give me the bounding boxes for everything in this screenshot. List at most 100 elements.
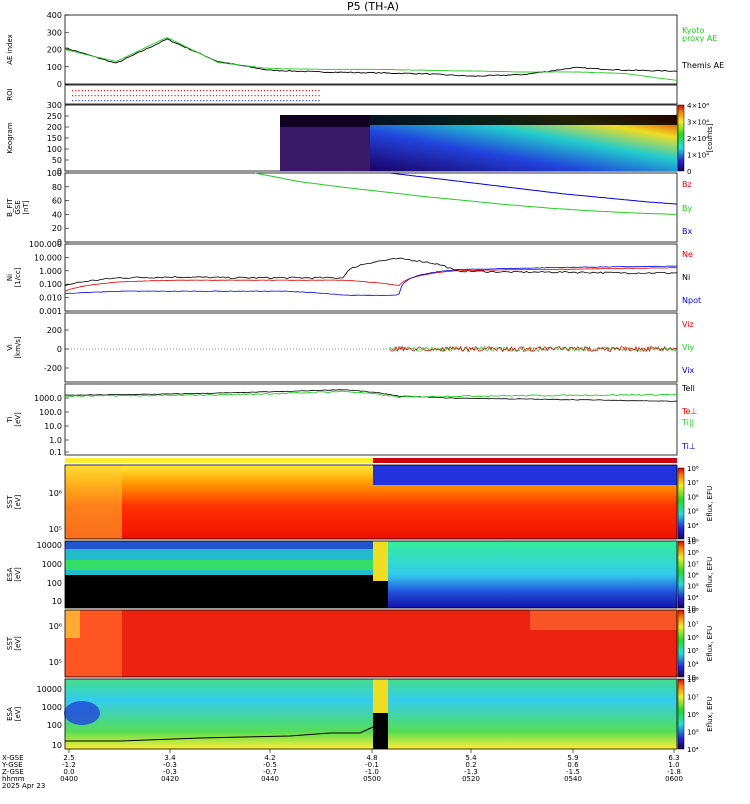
- roi-dot: [245, 90, 246, 91]
- themis-ae-line: [65, 39, 677, 76]
- colorbar-tick-label: 10⁸: [687, 465, 699, 473]
- velocity-tick-label: -200: [44, 364, 62, 373]
- roi-dot: [251, 90, 252, 91]
- ae-panel-frame: [65, 15, 677, 84]
- roi-dot: [280, 90, 281, 91]
- keogram-tick-label: 250: [47, 112, 62, 121]
- roi-dot: [88, 95, 89, 96]
- roi-dot: [149, 100, 150, 101]
- colorbar: [678, 541, 684, 608]
- panels: AE index4003002001000Kyotoproxy AEThemis…: [6, 11, 724, 754]
- roi-dot: [120, 90, 121, 91]
- esa-i-burst-low: [373, 713, 388, 749]
- roi-dot: [126, 100, 127, 101]
- roi-dot: [229, 90, 230, 91]
- roi-dot: [232, 95, 233, 96]
- roi-dot: [181, 90, 182, 91]
- roi-dot: [117, 100, 118, 101]
- roi-dot: [318, 95, 319, 96]
- roi-dot: [136, 95, 137, 96]
- colorbar: [678, 468, 684, 539]
- sst-e-early: [65, 465, 122, 539]
- roi-dot: [200, 90, 201, 91]
- bfit-tick-label: 60: [52, 197, 62, 206]
- ne-line: [65, 268, 677, 292]
- roi-dot: [251, 100, 252, 101]
- sst-i-ylabel: SST: [6, 636, 14, 650]
- roi-dot: [162, 95, 163, 96]
- roi-dot: [258, 100, 259, 101]
- legend-viy: Viy: [682, 343, 695, 352]
- roi-dot: [146, 100, 147, 101]
- roi-dot: [290, 90, 291, 91]
- plot-title: P5 (TH-A): [347, 0, 399, 13]
- esa-e-black-low: [65, 575, 373, 608]
- roi-dot: [72, 90, 73, 91]
- roi-dot: [264, 95, 265, 96]
- roi-dot: [187, 100, 188, 101]
- ni-line: [65, 258, 677, 286]
- legend-tipar: Ti||: [681, 418, 694, 427]
- roi-dot: [235, 90, 236, 91]
- roi-dot: [258, 95, 259, 96]
- roi-dot: [75, 95, 76, 96]
- roi-dot: [107, 95, 108, 96]
- roi-dot: [203, 90, 204, 91]
- esa-e-right: [388, 541, 677, 608]
- roi-dot: [210, 100, 211, 101]
- roi-dot: [165, 95, 166, 96]
- roi-dot: [72, 95, 73, 96]
- colorbar-tick-label: 10⁵: [687, 647, 699, 655]
- esa-e-top: [65, 541, 373, 549]
- legend-bz: Bz: [682, 180, 692, 189]
- roi-dot: [120, 100, 121, 101]
- x-axis-value: 0440: [261, 775, 279, 783]
- x-axis-value: 0540: [564, 775, 582, 783]
- colorbar-tick-label: 10⁸: [687, 676, 699, 684]
- roi-dot: [190, 90, 191, 91]
- roi-dot: [75, 90, 76, 91]
- x-axis-value: 0600: [665, 775, 683, 783]
- roi-dot: [210, 90, 211, 91]
- roi-dot: [296, 100, 297, 101]
- esa-i-tick-label: 100: [47, 721, 62, 730]
- roi-dot: [267, 95, 268, 96]
- roi-dot: [126, 90, 127, 91]
- esa-e-ylabel: ESA: [6, 567, 14, 581]
- roi-dot: [194, 100, 195, 101]
- roi-dot: [264, 90, 265, 91]
- mode-bar-fast: [373, 458, 677, 463]
- density-tick-label: 0.100: [39, 280, 62, 289]
- roi-dot: [130, 100, 131, 101]
- roi-dot: [267, 100, 268, 101]
- roi-dot: [178, 100, 179, 101]
- roi-dot: [254, 100, 255, 101]
- legend-viz: Viz: [682, 320, 694, 329]
- esa-i-blue-blob: [64, 701, 100, 725]
- legend-themis-ae: Themis AE: [681, 61, 724, 70]
- x-axis-value: 0420: [161, 775, 179, 783]
- velocity-tick-label: 200: [47, 326, 62, 335]
- roi-dot: [174, 100, 175, 101]
- x-axis-labels: 2.5-1.20.004003.4-0.3-0.304204.2-0.5-0.7…: [1, 749, 683, 790]
- roi-dot: [78, 100, 79, 101]
- colorbar-tick-label: 10⁶: [687, 572, 699, 580]
- density-ylabel: [1/cc]: [14, 267, 22, 287]
- roi-dot: [229, 100, 230, 101]
- colorbar-label: Eflux, EFU: [706, 486, 714, 521]
- roi-dot: [136, 100, 137, 101]
- roi-dot: [235, 100, 236, 101]
- roi-dot: [174, 95, 175, 96]
- bfit-tick-label: 20: [52, 224, 62, 233]
- density-tick-label: 1.000: [39, 267, 62, 276]
- roi-dot: [136, 90, 137, 91]
- roi-dot: [197, 90, 198, 91]
- roi-dot: [75, 100, 76, 101]
- roi-dot: [302, 95, 303, 96]
- esa-e-tick-label: 10: [52, 597, 62, 606]
- bfit-tick-label: 80: [52, 183, 62, 192]
- colorbar-tick-label: 10⁵: [687, 729, 699, 737]
- roi-dot: [238, 100, 239, 101]
- esa-i-tick-label: 10000: [37, 685, 62, 694]
- roi-dot: [210, 95, 211, 96]
